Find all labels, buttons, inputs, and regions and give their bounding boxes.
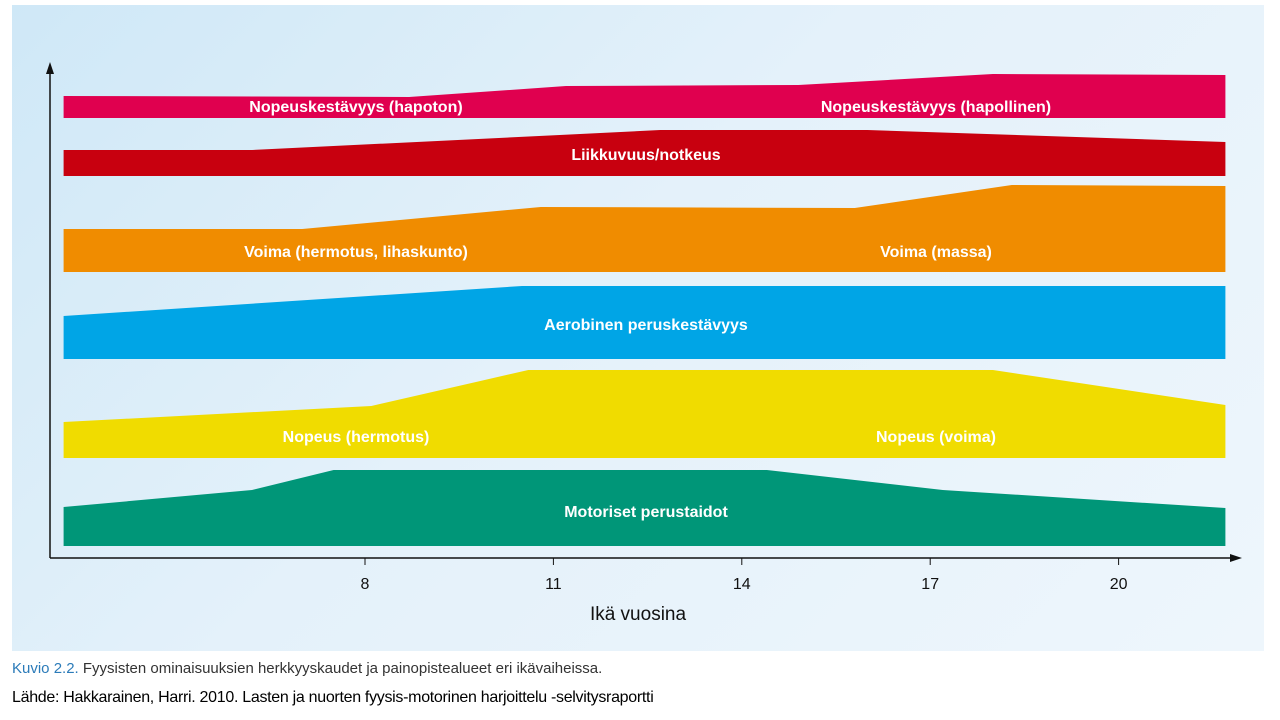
y-axis-arrow-icon [46, 62, 54, 74]
band-3 [63, 286, 1226, 359]
figure-caption: Kuvio 2.2. Fyysisten ominaisuuksien herk… [12, 660, 602, 677]
band-label: Nopeus (voima) [876, 429, 996, 446]
x-tick-label: 8 [361, 576, 370, 593]
sensitivity-periods-chart: Nopeuskestävyys (hapoton) Nopeuskestävyys… [46, 62, 1242, 625]
band-label: Motoriset perustaidot [564, 504, 728, 521]
caption-prefix: Kuvio 2.2. [12, 660, 79, 677]
band-label: Nopeuskestävyys (hapoton) [249, 99, 462, 116]
band-label: Nopeus (hermotus) [283, 429, 430, 446]
source-citation: Lähde: Hakkarainen, Harri. 2010. Lasten … [12, 689, 654, 706]
band-1 [63, 130, 1226, 176]
band-label: Voima (massa) [880, 244, 992, 261]
x-tick-label: 11 [545, 576, 562, 593]
band-2 [63, 185, 1226, 272]
x-tick-label: 20 [1110, 576, 1128, 593]
band-5 [63, 470, 1226, 546]
x-axis-label: Ikä vuosina [590, 604, 687, 625]
band-4 [63, 370, 1226, 458]
x-tick-label: 14 [733, 576, 751, 593]
band-label: Nopeuskestävyys (hapollinen) [821, 99, 1051, 116]
band-label: Liikkuvuus/notkeus [571, 147, 720, 164]
x-axis-arrow-icon [1230, 554, 1242, 562]
band-label: Voima (hermotus, lihaskunto) [244, 244, 468, 261]
band-label: Aerobinen peruskestävyys [544, 317, 748, 334]
band-0 [63, 74, 1226, 118]
caption-text: Fyysisten ominaisuuksien herkkyyskaudet … [78, 660, 603, 677]
x-tick-label: 17 [921, 576, 939, 593]
